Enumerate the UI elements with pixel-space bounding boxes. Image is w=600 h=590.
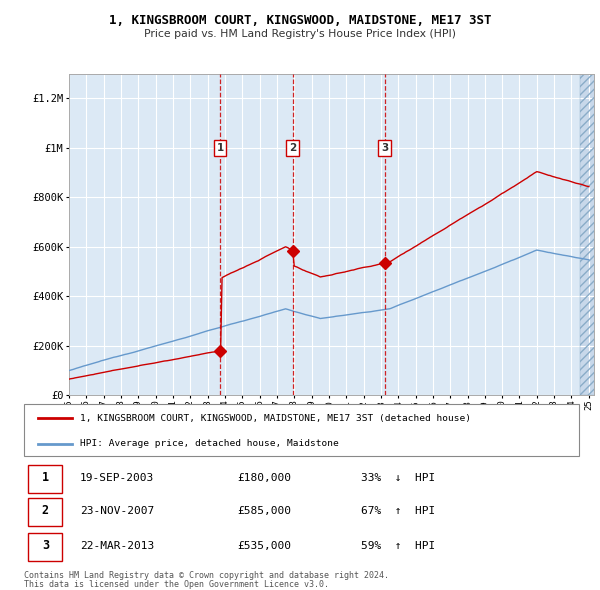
- Text: 1: 1: [217, 143, 224, 153]
- Text: 23-NOV-2007: 23-NOV-2007: [80, 506, 154, 516]
- Text: £535,000: £535,000: [237, 540, 291, 550]
- Text: Price paid vs. HM Land Registry's House Price Index (HPI): Price paid vs. HM Land Registry's House …: [144, 30, 456, 39]
- Text: 33%  ↓  HPI: 33% ↓ HPI: [361, 473, 435, 483]
- Text: £585,000: £585,000: [237, 506, 291, 516]
- Text: 3: 3: [42, 539, 49, 552]
- Text: 59%  ↑  HPI: 59% ↑ HPI: [361, 540, 435, 550]
- FancyBboxPatch shape: [28, 497, 62, 526]
- Text: This data is licensed under the Open Government Licence v3.0.: This data is licensed under the Open Gov…: [24, 579, 329, 589]
- Text: £180,000: £180,000: [237, 473, 291, 483]
- FancyBboxPatch shape: [24, 404, 580, 456]
- FancyBboxPatch shape: [28, 533, 62, 561]
- Text: 22-MAR-2013: 22-MAR-2013: [80, 540, 154, 550]
- Text: 2: 2: [289, 143, 296, 153]
- Text: HPI: Average price, detached house, Maidstone: HPI: Average price, detached house, Maid…: [80, 439, 339, 448]
- Text: Contains HM Land Registry data © Crown copyright and database right 2024.: Contains HM Land Registry data © Crown c…: [24, 571, 389, 580]
- Text: 67%  ↑  HPI: 67% ↑ HPI: [361, 506, 435, 516]
- Text: 1: 1: [42, 471, 49, 484]
- Text: 1, KINGSBROOM COURT, KINGSWOOD, MAIDSTONE, ME17 3ST: 1, KINGSBROOM COURT, KINGSWOOD, MAIDSTON…: [109, 14, 491, 27]
- Text: 3: 3: [381, 143, 388, 153]
- FancyBboxPatch shape: [28, 465, 62, 493]
- Text: 2: 2: [42, 504, 49, 517]
- Text: 1, KINGSBROOM COURT, KINGSWOOD, MAIDSTONE, ME17 3ST (detached house): 1, KINGSBROOM COURT, KINGSWOOD, MAIDSTON…: [80, 414, 471, 422]
- Text: 19-SEP-2003: 19-SEP-2003: [80, 473, 154, 483]
